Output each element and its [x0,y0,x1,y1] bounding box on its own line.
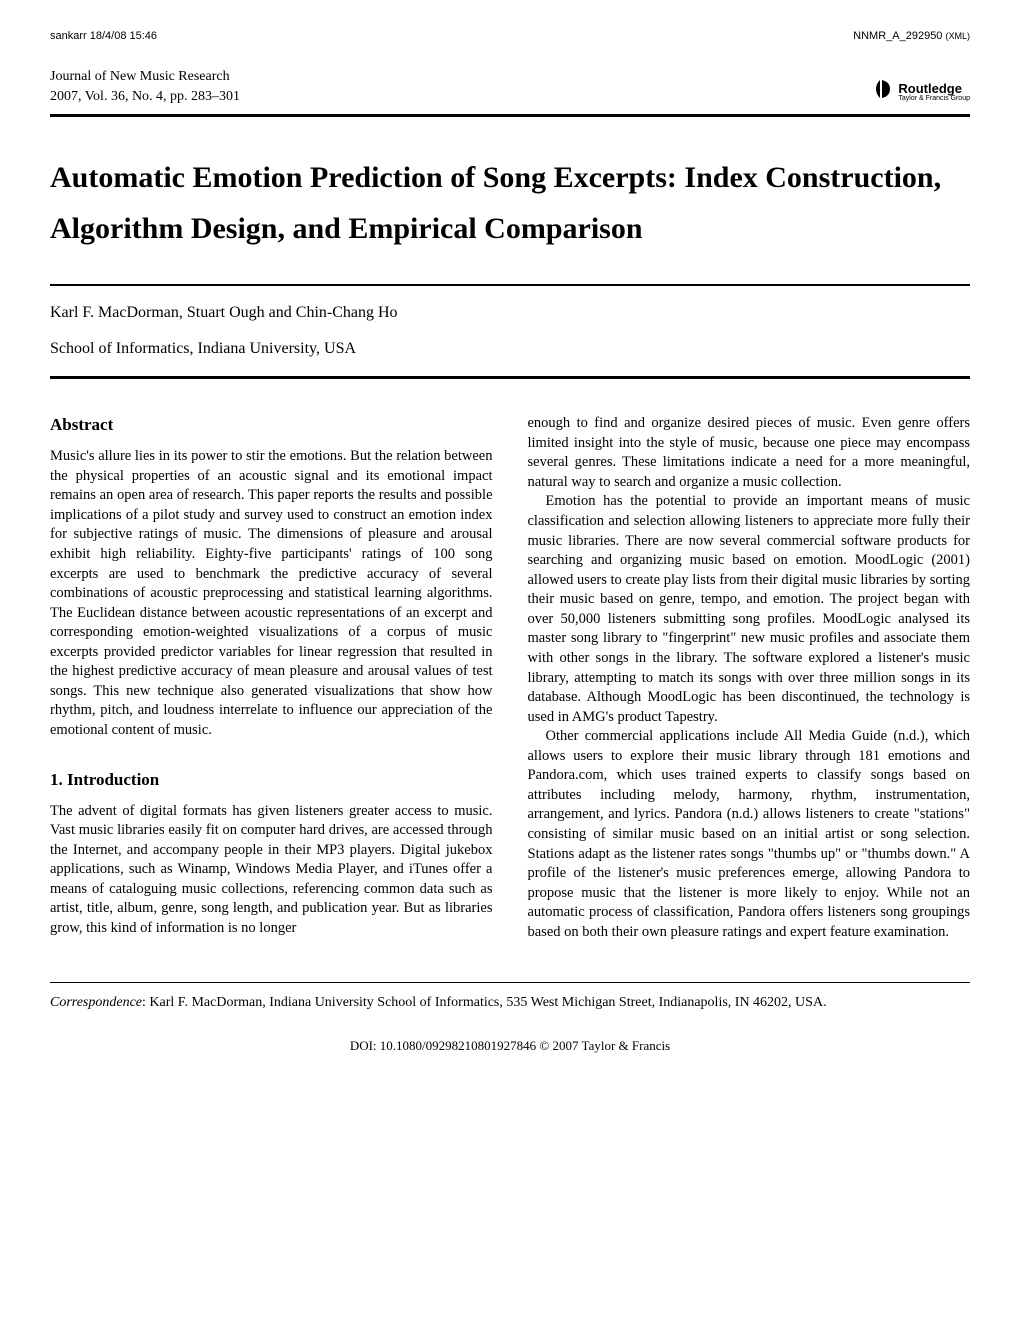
paper-title: Automatic Emotion Prediction of Song Exc… [50,152,970,254]
header-left-text: sankarr 18/4/08 15:46 [50,30,157,42]
publisher-icon [874,78,894,106]
top-rule [50,114,970,117]
publisher-sub: Taylor & Francis Group [898,95,970,102]
publisher-name: Routledge [898,82,970,95]
header-code: NNMR_A_292950 [853,30,942,42]
col2-paragraph-2: Emotion has the potential to provide an … [528,492,971,727]
content-columns: Abstract Music's allure lies in its powe… [50,414,970,942]
correspondence-block: Correspondence: Karl F. MacDorman, India… [50,993,970,1013]
authors: Karl F. MacDorman, Stuart Ough and Chin-… [50,304,970,322]
header-right-text: NNMR_A_292950 (XML) [853,30,970,42]
page-container: sankarr 18/4/08 15:46 NNMR_A_292950 (XML… [0,0,1020,1104]
left-column: Abstract Music's allure lies in its powe… [50,414,493,942]
doi-line: DOI: 10.1080/09298210801927846 © 2007 Ta… [50,1038,970,1054]
authors-bottom-rule [50,376,970,379]
title-bottom-rule [50,284,970,286]
publisher-text-block: Routledge Taylor & Francis Group [898,82,970,102]
abstract-heading: Abstract [50,414,493,437]
footer-rule [50,982,970,983]
affiliation: School of Informatics, Indiana Universit… [50,340,970,358]
col2-paragraph-1: enough to find and organize desired piec… [528,414,971,492]
publisher-logo: Routledge Taylor & Francis Group [874,78,970,106]
journal-issue: 2007, Vol. 36, No. 4, pp. 283–301 [50,87,240,107]
right-column: enough to find and organize desired piec… [528,414,971,942]
journal-row: Journal of New Music Research 2007, Vol.… [50,67,970,106]
correspondence-text: : Karl F. MacDorman, Indiana University … [142,995,827,1010]
abstract-text: Music's allure lies in its power to stir… [50,447,493,740]
header-metadata-row: sankarr 18/4/08 15:46 NNMR_A_292950 (XML… [50,30,970,42]
header-xml-tag: (XML) [946,31,971,41]
journal-name: Journal of New Music Research [50,67,240,87]
journal-info: Journal of New Music Research 2007, Vol.… [50,67,240,106]
intro-paragraph-1: The advent of digital formats has given … [50,802,493,939]
col2-paragraph-3: Other commercial applications include Al… [528,727,971,942]
introduction-heading: 1. Introduction [50,769,493,792]
correspondence-label: Correspondence [50,995,142,1010]
